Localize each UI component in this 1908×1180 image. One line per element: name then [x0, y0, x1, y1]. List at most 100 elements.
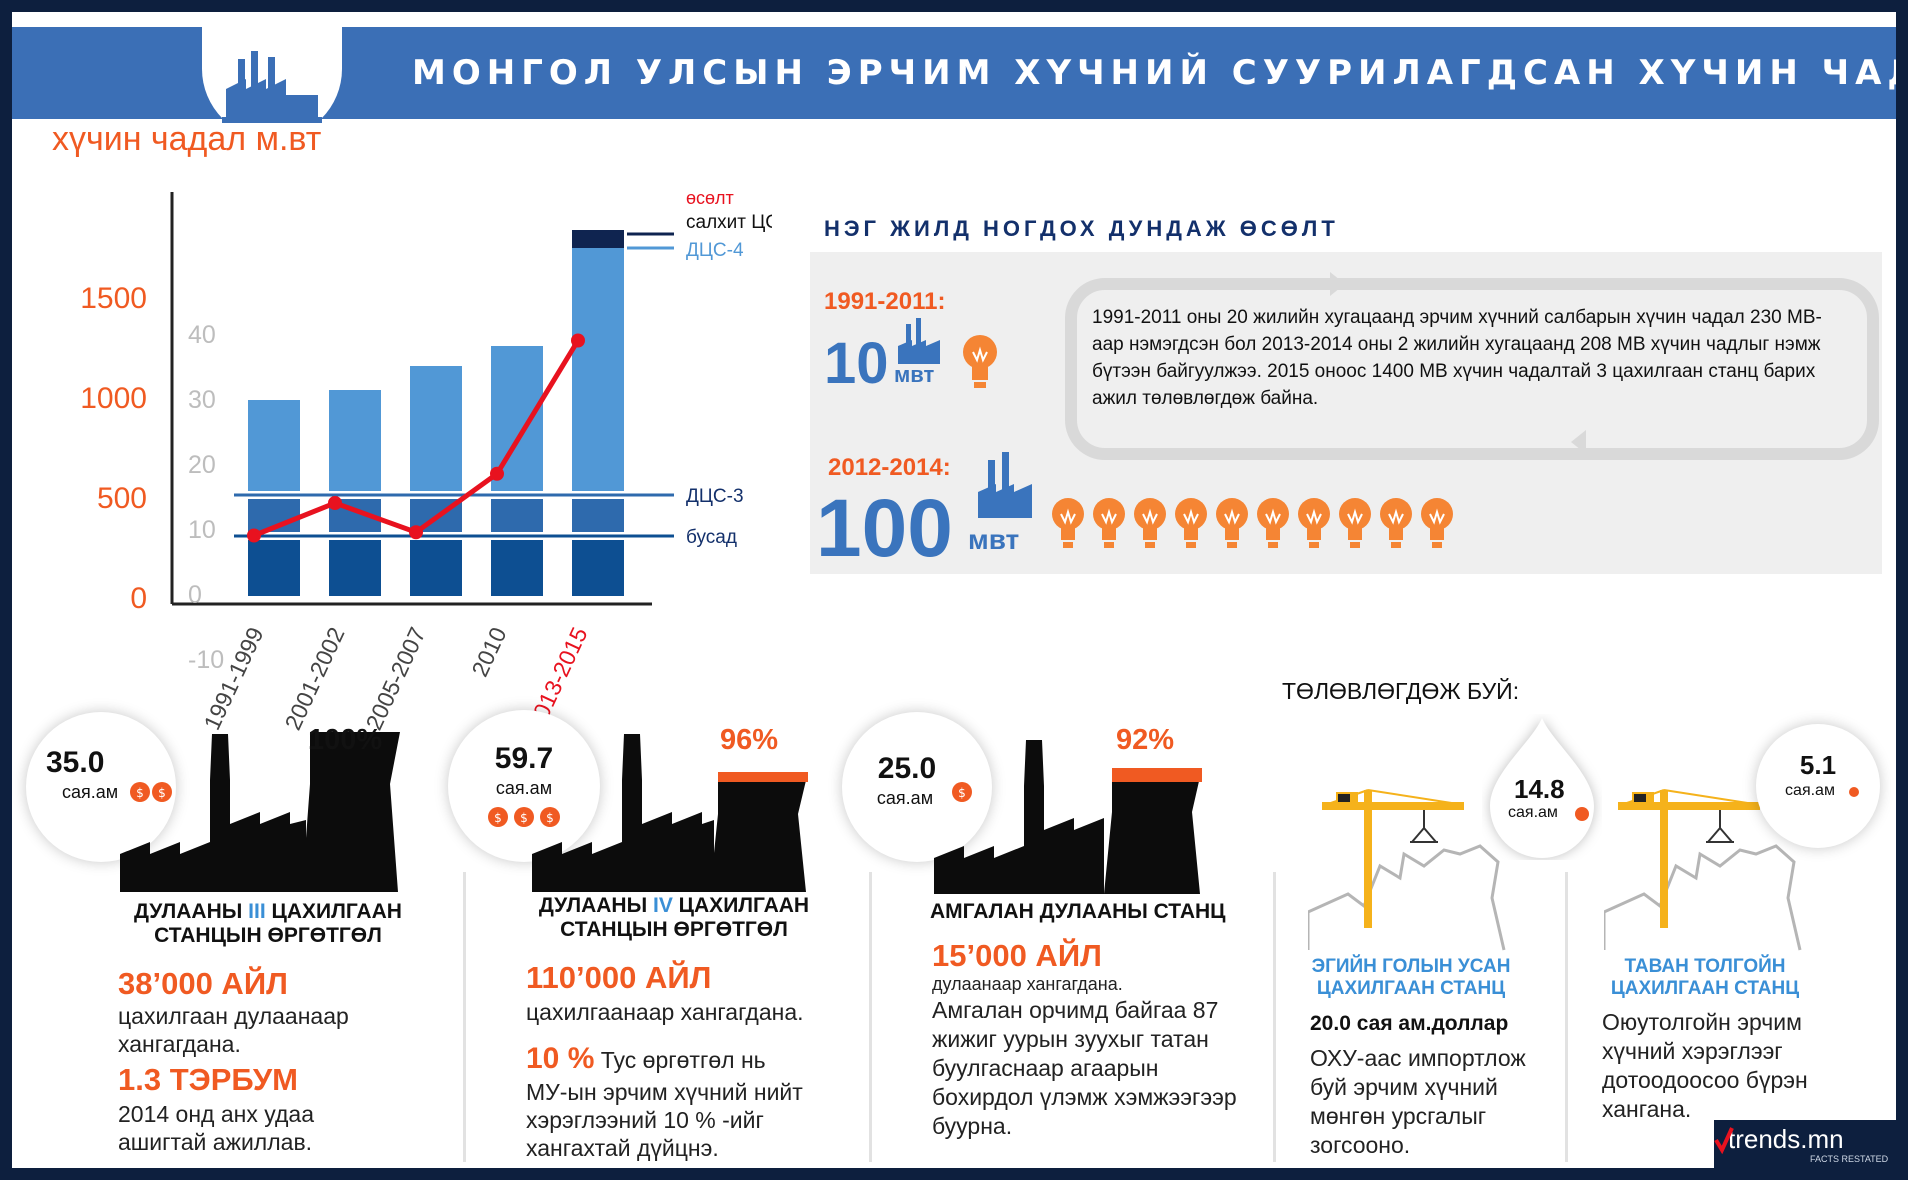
- money-bag-icon: $ $: [130, 782, 172, 802]
- bar-segment: [248, 400, 300, 494]
- station-name: ДУЛААНЫ IV ЦАХИЛГААН СТАНЦЫН ӨРГӨТГӨЛ: [538, 894, 810, 941]
- power-plant-icon: [532, 734, 808, 892]
- bulbs-row: [1052, 498, 1453, 548]
- period-2-unit: мвт: [968, 524, 1020, 555]
- households-value: 110’000 АЙЛ: [526, 960, 712, 995]
- legend-label: бусад: [686, 527, 737, 548]
- bulb-icon: [1093, 498, 1125, 548]
- bar-segment: [248, 535, 300, 596]
- left-tick-label: 1000: [80, 382, 147, 415]
- households-note: цахилгаан дулаанаар хангагдана.: [118, 1003, 349, 1057]
- cost-unit: сая.ам: [62, 782, 119, 802]
- cost-unit: сая.ам: [1508, 804, 1558, 821]
- bar-segment: [329, 535, 381, 596]
- growth-point: [247, 528, 261, 543]
- share-note: МУ-ын эрчим хүчний нийт хэрэглээний 10 %…: [526, 1079, 803, 1161]
- factory-icon: [222, 51, 322, 123]
- money-bag-icon: [1849, 787, 1859, 797]
- bulb-icon: [1257, 498, 1289, 548]
- bulb-icon: [1134, 498, 1166, 548]
- svg-text:$: $: [958, 786, 966, 800]
- right-tick-label: 40: [188, 321, 216, 349]
- loop-arrows: [1330, 272, 1586, 454]
- completion-percent: 100%: [308, 724, 383, 756]
- bulb-icon: [1052, 498, 1084, 548]
- money-flow-note: ОХУ-аас импортлож буй эрчим хүчний мөнгө…: [1310, 1045, 1526, 1158]
- header-badge: [202, 27, 342, 139]
- period-1-label: 1991-2011:: [824, 288, 946, 315]
- money-bag-icon: $: [952, 782, 972, 802]
- pollution-note: Амгалан орчимд байгаа 87 жижиг уурын зуу…: [932, 997, 1237, 1139]
- svg-text:$: $: [158, 786, 166, 800]
- period-2-label: 2012-2014:: [828, 454, 951, 481]
- svg-text:$: $: [136, 786, 144, 800]
- cost-value: 25.0: [877, 752, 937, 785]
- money-flow-value: 20.0 сая ам.доллар: [1310, 1012, 1509, 1035]
- legend-label: ДЦС-3: [686, 486, 744, 507]
- chart-title: хүчин чадал м.вт: [52, 120, 322, 158]
- bulb-icon: [1175, 498, 1207, 548]
- households-note: цахилгаанаар хангагдана.: [526, 999, 804, 1025]
- bar-segment: [572, 494, 624, 535]
- bar-segment: [572, 535, 624, 596]
- separator: [1273, 872, 1276, 1162]
- logo-tagline: FACTS RESTATED: [1810, 1154, 1889, 1164]
- cost-unit: сая.ам: [495, 778, 553, 798]
- right-tick-label: -10: [188, 646, 224, 674]
- households-value: 38’000 АЙЛ: [118, 966, 288, 1001]
- bulb-icon: [1421, 498, 1453, 548]
- bar-segment: [572, 230, 624, 248]
- x-tick-label: 2010: [466, 623, 511, 680]
- bar-segment: [572, 248, 624, 494]
- legend-label: ДЦС-4: [686, 240, 744, 261]
- cost-circle: 25.0 сая.ам $: [842, 712, 992, 862]
- right-tick-label: 0: [188, 581, 202, 609]
- legend-label: өсөлт: [686, 188, 734, 208]
- bar-segment: [410, 535, 462, 596]
- trends-logo: trends.mn FACTS RESTATED: [1714, 1120, 1896, 1168]
- infographic-page: МОНГОЛ УЛСЫН ЭРЧИМ ХҮЧНИЙ СУУРИЛАГДСАН Х…: [12, 12, 1896, 1168]
- profit-note: 2014 онд анх удаа ашигтай ажиллав.: [118, 1101, 314, 1155]
- left-tick-label: 0: [130, 582, 147, 615]
- households-note: дулаанаар хангагдана.: [932, 974, 1123, 994]
- svg-text:$: $: [520, 811, 528, 825]
- period-1-unit: мвт: [894, 362, 935, 387]
- cost-circle: 59.7 сая.ам $ $ $: [448, 710, 600, 862]
- avg-growth-panel: 1991-2011 оны 20 жилийн хугацаанд эрчим …: [810, 252, 1882, 574]
- legend-label: салхит ЦС: [686, 212, 772, 233]
- factory-icon: [978, 452, 1032, 518]
- bar-segment: [491, 494, 543, 535]
- cost-value: 59.7: [494, 742, 554, 775]
- factory-icon: [898, 318, 940, 364]
- x-tick-label: 1991-1999: [198, 623, 268, 734]
- period-2-value: 100: [816, 483, 953, 574]
- cost-value: 5.1: [1799, 750, 1837, 780]
- svg-text:$: $: [494, 811, 502, 825]
- station-name: ТАВАН ТОЛГОЙН ЦАХИЛГААН СТАНЦ: [1610, 956, 1800, 999]
- completion-percent: 92%: [1116, 724, 1175, 756]
- logo-text: trends.mn: [1728, 1124, 1844, 1154]
- cost-unit: сая.ам: [876, 788, 934, 808]
- period-1-value: 10: [824, 331, 889, 396]
- left-tick-label: 500: [97, 482, 147, 515]
- avg-description: 1991-2011 оны 20 жилийн хугацаанд эрчим …: [1092, 307, 1822, 409]
- x-tick-label: 2005-2007: [360, 623, 430, 734]
- cost-value: 35.0: [46, 746, 105, 779]
- header-banner: МОНГОЛ УЛСЫН ЭРЧИМ ХҮЧНИЙ СУУРИЛАГДСАН Х…: [12, 27, 1896, 139]
- svg-text:$: $: [546, 811, 554, 825]
- power-plant-icon: [934, 740, 1202, 894]
- bar-segment: [491, 535, 543, 596]
- money-bag-icon: [1575, 807, 1589, 821]
- growth-point: [571, 333, 585, 348]
- cost-circle: 5.1 сая.ам: [1756, 724, 1880, 848]
- domestic-supply-note: Оюутолгойн эрчим хүчний хэрэглээг дотоод…: [1602, 1009, 1808, 1122]
- separator: [1565, 872, 1568, 1162]
- station-name: ДУЛААНЫ III ЦАХИЛГААН СТАНЦЫН ӨРГӨТГӨЛ: [134, 900, 402, 947]
- avg-loop-frame: [1065, 278, 1879, 460]
- checkmark-icon: [1714, 1127, 1734, 1155]
- left-tick-label: 1500: [80, 282, 147, 315]
- cost-circle: 35.0 сая.ам $ $: [26, 712, 176, 862]
- capacity-chart: 0 500 1000 1500 -10 0 10 20 30 40 бусад ДЦС-3 ДЦС-4 с…: [80, 188, 772, 734]
- growth-point: [328, 496, 342, 510]
- power-plant-icon: [120, 732, 400, 892]
